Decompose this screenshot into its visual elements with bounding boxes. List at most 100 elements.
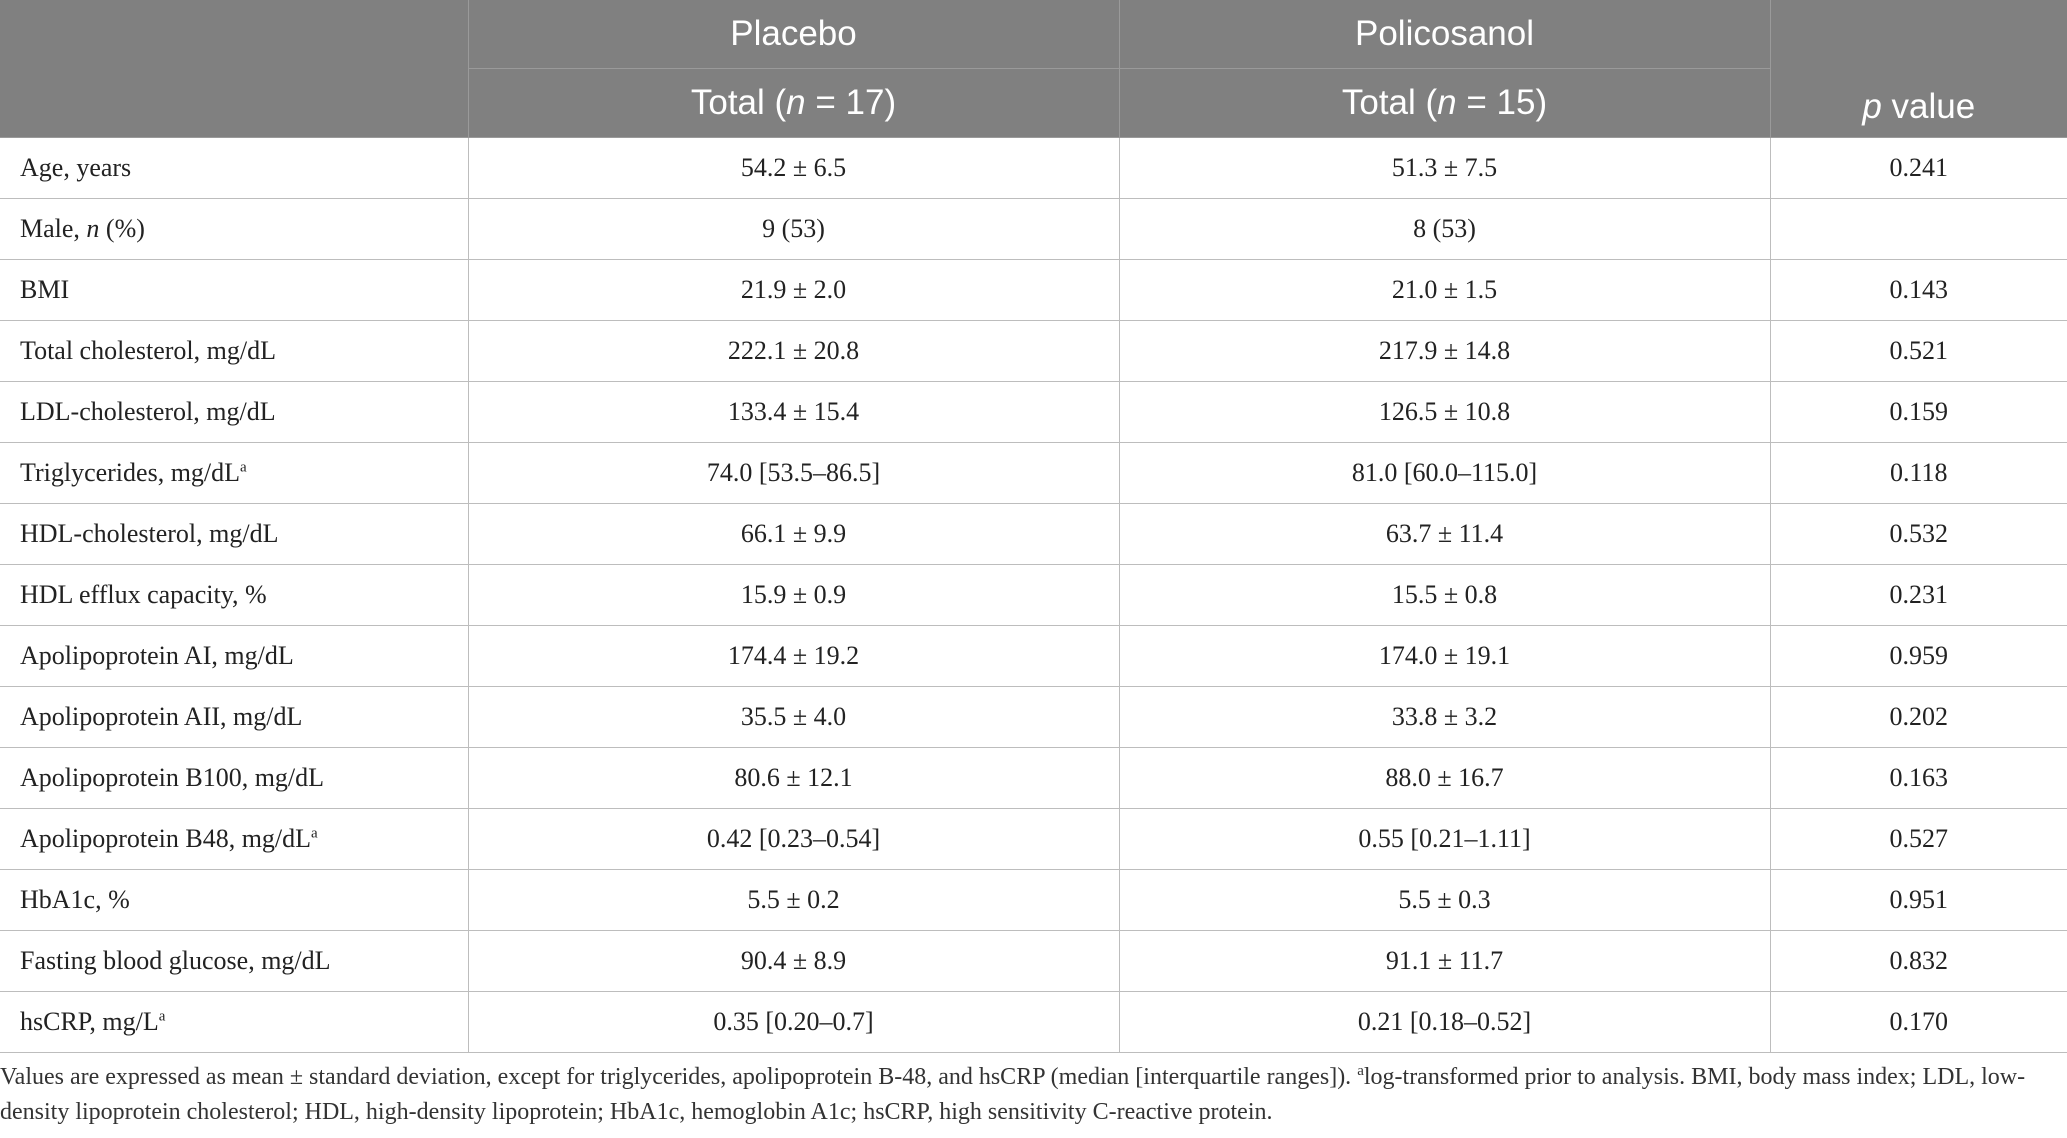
footnote-marker: a: [1357, 1063, 1364, 1079]
policosanol-value: 126.5 ± 10.8: [1118, 381, 1771, 443]
placebo-value: 35.5 ± 4.0: [467, 686, 1120, 748]
row-label: Apolipoprotein B100, mg/dL: [0, 747, 469, 809]
policosanol-value: 174.0 ± 19.1: [1118, 625, 1771, 687]
p-value: 0.143: [1769, 259, 2067, 321]
baseline-characteristics-table: Placebo Policosanol p value Total (n = 1…: [0, 0, 2067, 1053]
row-label: Apolipoprotein AII, mg/dL: [0, 686, 469, 748]
placebo-value: 133.4 ± 15.4: [467, 381, 1120, 443]
p-value: 0.951: [1769, 869, 2067, 931]
policosanol-value: 15.5 ± 0.8: [1118, 564, 1771, 626]
row-label: Male, n (%): [0, 198, 469, 260]
table-header: Placebo Policosanol p value Total (n = 1…: [0, 0, 2067, 138]
table-row: hsCRP, mg/La 0.35 [0.20–0.7] 0.21 [0.18–…: [0, 991, 2067, 1053]
p-value: 0.832: [1769, 930, 2067, 992]
policosanol-value: 0.21 [0.18–0.52]: [1118, 991, 1771, 1053]
row-label: Apolipoprotein AI, mg/dL: [0, 625, 469, 687]
header-policosanol-total: Total (n = 15): [1118, 68, 1771, 138]
n-symbol: n: [1437, 83, 1457, 122]
p-value: 0.532: [1769, 503, 2067, 565]
row-label: Age, years: [0, 137, 469, 199]
p-value: 0.202: [1769, 686, 2067, 748]
placebo-n-suffix: = 17): [805, 83, 897, 122]
placebo-value: 174.4 ± 19.2: [467, 625, 1120, 687]
footnote-part2: log-transformed prior to analysis. BMI, …: [0, 1064, 2026, 1125]
p-value: 0.163: [1769, 747, 2067, 809]
footnote-marker: a: [158, 1008, 166, 1025]
table-row: Apolipoprotein AII, mg/dL 35.5 ± 4.0 33.…: [0, 686, 2067, 748]
policosanol-n-suffix: = 15): [1456, 83, 1548, 122]
total-prefix: Total (: [690, 83, 787, 122]
policosanol-value: 91.1 ± 11.7: [1118, 930, 1771, 992]
footnote-marker: a: [240, 459, 247, 476]
p-value: 0.170: [1769, 991, 2067, 1053]
table-body: Age, years 54.2 ± 6.5 51.3 ± 7.5 0.241 M…: [0, 137, 2067, 1053]
header-p-value: p value: [1769, 0, 2067, 138]
p-suffix: value: [1881, 87, 1976, 126]
placebo-value: 15.9 ± 0.9: [467, 564, 1120, 626]
row-label: Triglycerides, mg/dLa: [0, 442, 469, 504]
row-label: HbA1c, %: [0, 869, 469, 931]
row-label: LDL-cholesterol, mg/dL: [0, 381, 469, 443]
label-italic: n: [86, 214, 100, 243]
table-row: Fasting blood glucose, mg/dL 90.4 ± 8.9 …: [0, 930, 2067, 992]
table-row: Age, years 54.2 ± 6.5 51.3 ± 7.5 0.241: [0, 137, 2067, 199]
row-label: HDL efflux capacity, %: [0, 564, 469, 626]
p-value: 0.959: [1769, 625, 2067, 687]
row-label: Apolipoprotein B48, mg/dLa: [0, 808, 469, 870]
n-symbol: n: [786, 83, 806, 122]
label-text: Triglycerides, mg/dL: [20, 458, 241, 487]
policosanol-value: 81.0 [60.0–115.0]: [1118, 442, 1771, 504]
table-row: BMI 21.9 ± 2.0 21.0 ± 1.5 0.143: [0, 259, 2067, 321]
header-row-totals: Total (n = 17) Total (n = 15): [0, 68, 2067, 138]
table-row: HDL efflux capacity, % 15.9 ± 0.9 15.5 ±…: [0, 564, 2067, 626]
p-value: 0.118: [1769, 442, 2067, 504]
placebo-value: 0.35 [0.20–0.7]: [467, 991, 1120, 1053]
policosanol-value: 8 (53): [1118, 198, 1771, 260]
footnote-marker: a: [311, 825, 318, 842]
placebo-value: 222.1 ± 20.8: [467, 320, 1120, 382]
policosanol-value: 88.0 ± 16.7: [1118, 747, 1771, 809]
header-policosanol: Policosanol: [1118, 0, 1771, 69]
placebo-value: 74.0 [53.5–86.5]: [467, 442, 1120, 504]
p-value: 0.527: [1769, 808, 2067, 870]
p-value: 0.159: [1769, 381, 2067, 443]
p-value: [1769, 198, 2067, 260]
placebo-value: 9 (53): [467, 198, 1120, 260]
p-symbol: p: [1862, 87, 1882, 126]
total-prefix: Total (: [1341, 83, 1438, 122]
table-row: Apolipoprotein B100, mg/dL 80.6 ± 12.1 8…: [0, 747, 2067, 809]
placebo-value: 90.4 ± 8.9: [467, 930, 1120, 992]
table-row: Triglycerides, mg/dLa 74.0 [53.5–86.5] 8…: [0, 442, 2067, 504]
table-row: HbA1c, % 5.5 ± 0.2 5.5 ± 0.3 0.951: [0, 869, 2067, 931]
placebo-value: 0.42 [0.23–0.54]: [467, 808, 1120, 870]
table-row: HDL-cholesterol, mg/dL 66.1 ± 9.9 63.7 ±…: [0, 503, 2067, 565]
table-row: Apolipoprotein B48, mg/dLa 0.42 [0.23–0.…: [0, 808, 2067, 870]
row-label: HDL-cholesterol, mg/dL: [0, 503, 469, 565]
table-row: Apolipoprotein AI, mg/dL 174.4 ± 19.2 17…: [0, 625, 2067, 687]
placebo-value: 54.2 ± 6.5: [467, 137, 1120, 199]
row-label: hsCRP, mg/La: [0, 991, 469, 1053]
table-row: Male, n (%) 9 (53) 8 (53): [0, 198, 2067, 260]
placebo-value: 5.5 ± 0.2: [467, 869, 1120, 931]
policosanol-value: 51.3 ± 7.5: [1118, 137, 1771, 199]
table-row: LDL-cholesterol, mg/dL 133.4 ± 15.4 126.…: [0, 381, 2067, 443]
header-placebo: Placebo: [467, 0, 1120, 69]
placebo-value: 66.1 ± 9.9: [467, 503, 1120, 565]
row-label: Fasting blood glucose, mg/dL: [0, 930, 469, 992]
footnote-part1: Values are expressed as mean ± standard …: [0, 1064, 1358, 1090]
label-text: hsCRP, mg/L: [20, 1007, 159, 1036]
policosanol-value: 21.0 ± 1.5: [1118, 259, 1771, 321]
policosanol-value: 217.9 ± 14.8: [1118, 320, 1771, 382]
policosanol-value: 63.7 ± 11.4: [1118, 503, 1771, 565]
policosanol-value: 5.5 ± 0.3: [1118, 869, 1771, 931]
p-value: 0.241: [1769, 137, 2067, 199]
placebo-value: 80.6 ± 12.1: [467, 747, 1120, 809]
header-row-groups: Placebo Policosanol p value: [0, 0, 2067, 138]
label-suffix: (%): [99, 214, 145, 243]
table-row: Total cholesterol, mg/dL 222.1 ± 20.8 21…: [0, 320, 2067, 382]
policosanol-value: 0.55 [0.21–1.11]: [1118, 808, 1771, 870]
table-footnote: Values are expressed as mean ± standard …: [0, 1060, 2050, 1130]
row-label: BMI: [0, 259, 469, 321]
header-blank-cell: [0, 0, 469, 138]
